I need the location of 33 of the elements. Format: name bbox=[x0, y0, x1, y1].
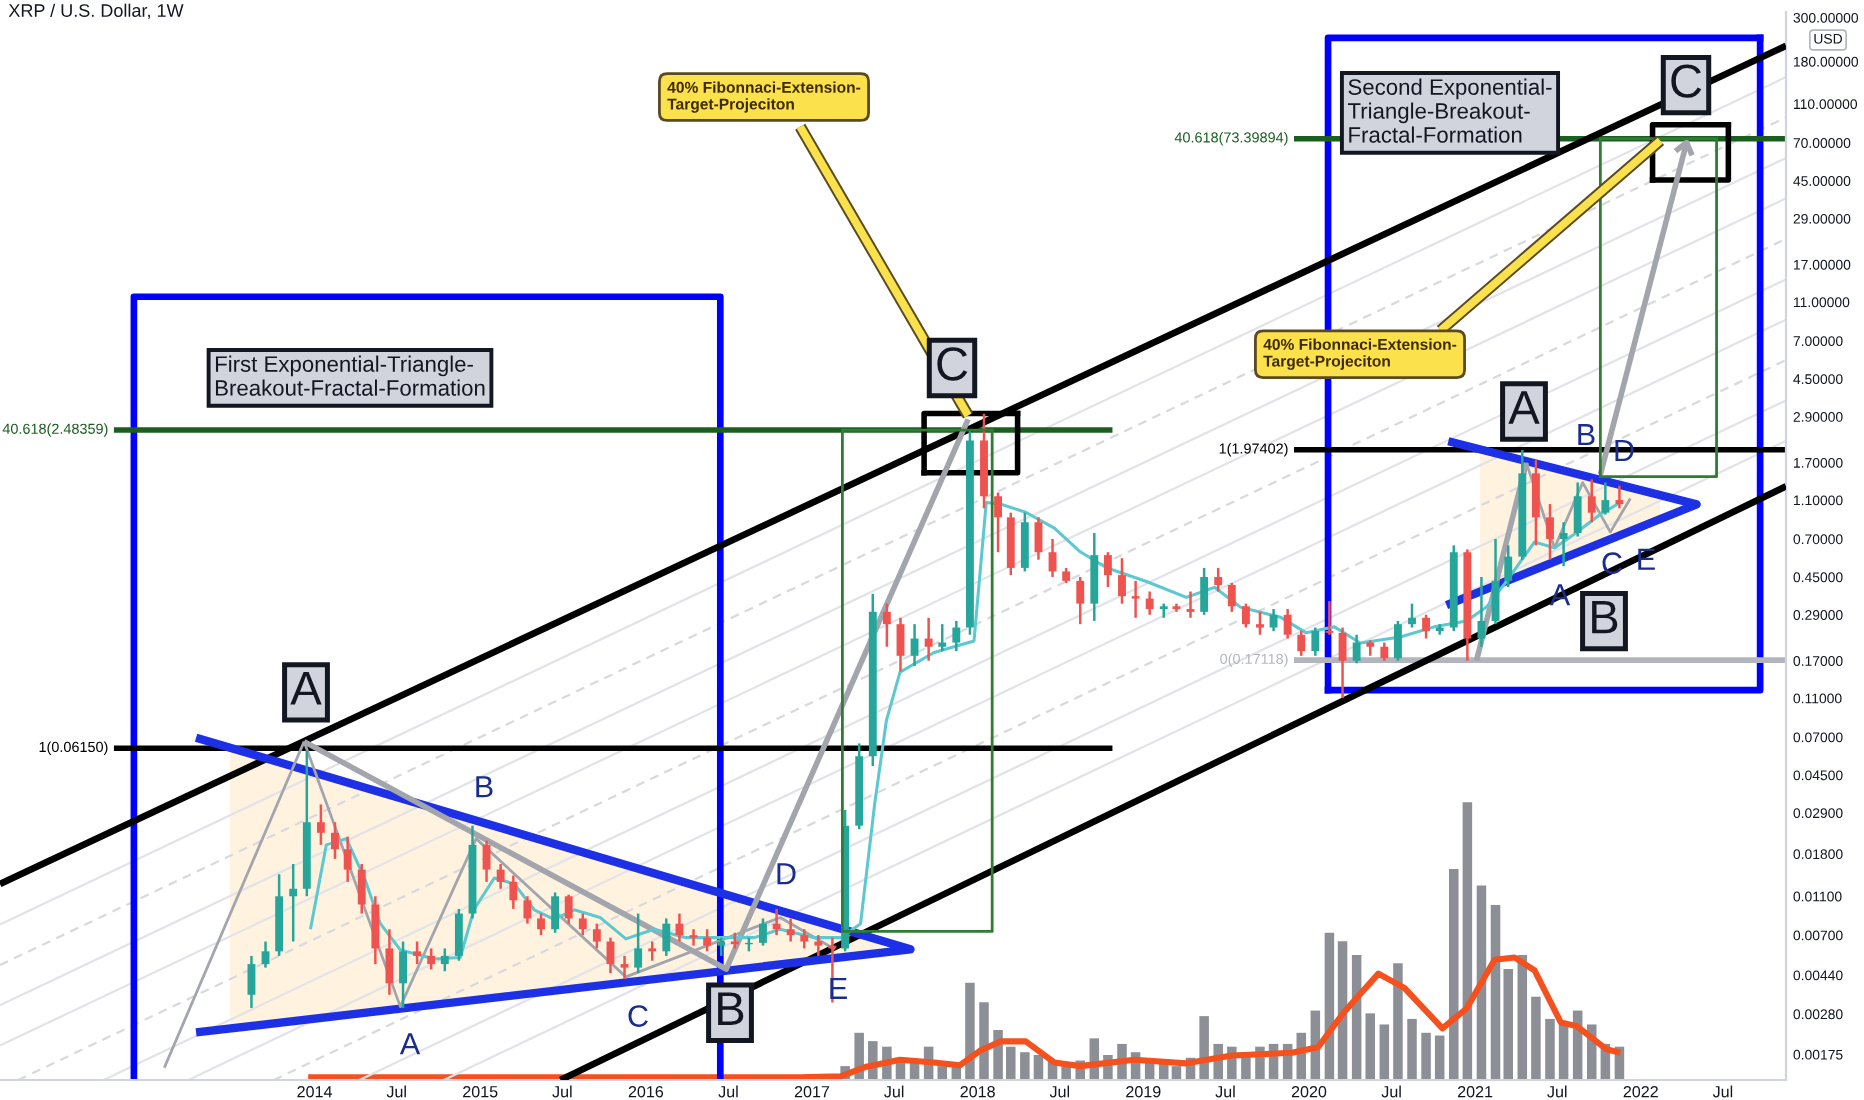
annotation: D bbox=[777, 863, 796, 885]
x-tick-label: Jul bbox=[1215, 1085, 1235, 1098]
x-tick-label: 2015 bbox=[463, 1085, 498, 1098]
annotation: B bbox=[718, 992, 744, 1025]
annotation: A bbox=[290, 672, 322, 705]
x-tick-label: 2021 bbox=[1457, 1085, 1493, 1098]
chart-title: XRP / U.S. Dollar, 1W bbox=[8, 3, 184, 20]
annotation: A bbox=[399, 1033, 421, 1055]
annotation: First Exponential-Triangle- Breakout-Fractal-Formation bbox=[215, 355, 485, 396]
x-tick-label: 2014 bbox=[297, 1085, 332, 1098]
x-tick-label: 2018 bbox=[960, 1085, 995, 1098]
annotation: B bbox=[476, 776, 493, 798]
x-tick-label: Jul bbox=[1049, 1085, 1070, 1098]
x-tick-label: Jul bbox=[1381, 1085, 1401, 1098]
x-tick-label: Jul bbox=[1547, 1085, 1567, 1098]
x-tick-label: Jul bbox=[386, 1085, 406, 1098]
annotation: C bbox=[937, 347, 968, 381]
x-tick-label: 2016 bbox=[628, 1085, 664, 1098]
x-tick-label: 2020 bbox=[1291, 1085, 1327, 1098]
x-tick-label: 2017 bbox=[794, 1085, 830, 1098]
x-tick-label: Jul bbox=[718, 1085, 738, 1098]
x-tick-label: Jul bbox=[1712, 1085, 1733, 1098]
x-tick-label: Jul bbox=[884, 1085, 904, 1098]
annotation: Second Exponential- Triangle-Breakout- Fractal-Formation bbox=[1347, 78, 1552, 143]
annotation: C bbox=[628, 1005, 648, 1027]
annotation: B bbox=[1578, 424, 1595, 446]
annotation: B bbox=[1592, 600, 1618, 634]
x-tick-label: Jul bbox=[552, 1085, 572, 1098]
annotation: C bbox=[1671, 64, 1702, 98]
x-tick-label: 2022 bbox=[1623, 1085, 1658, 1098]
x-tick-label: 2019 bbox=[1126, 1085, 1161, 1098]
annotation: D bbox=[1615, 439, 1634, 461]
annotation: A bbox=[1508, 391, 1540, 424]
